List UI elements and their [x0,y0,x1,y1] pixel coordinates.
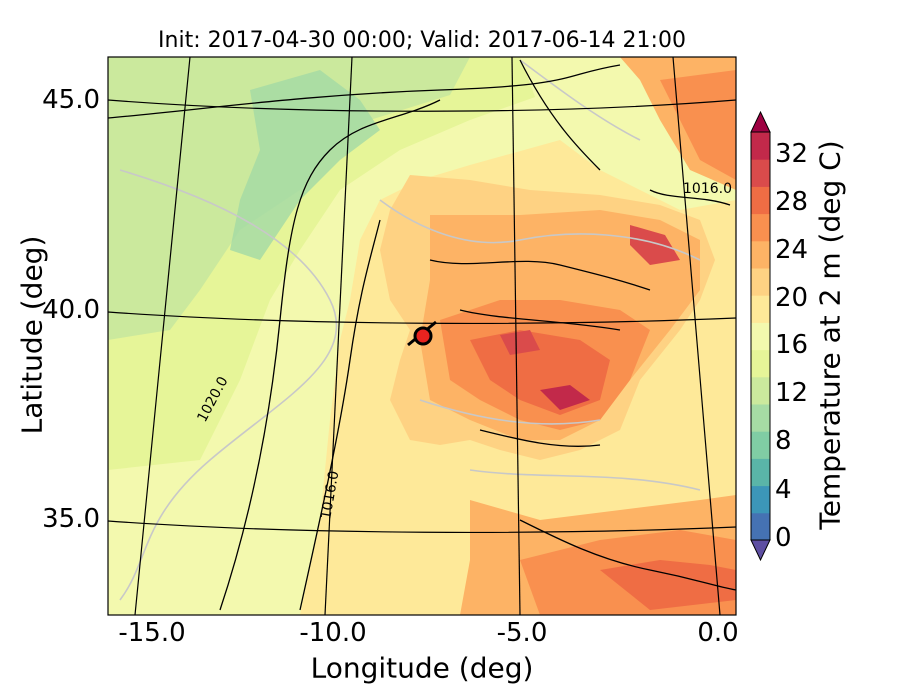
colorbar-frame [750,131,771,541]
colorbar-segment [751,404,770,432]
colorbar-segment [751,349,770,378]
colorbar [750,110,771,562]
lat-tick-45: 45.0 [42,85,100,115]
colorbar-segment [751,240,770,269]
colorbar-tick-28: 28 [775,187,809,217]
colorbar-tick-12: 12 [775,378,809,408]
lon-tick-minus10: -10.0 [299,618,367,648]
graticule [108,57,736,615]
contour-label-1016-east: 1016.0 [683,181,732,197]
france-hot [660,70,736,180]
colorbar-segment [751,376,770,405]
colorbar-tick-8: 8 [775,426,792,456]
lat-tick-35: 35.0 [42,504,100,534]
ocean-band-12 [108,57,470,340]
colorbar-tick-24: 24 [775,235,809,265]
lon-tick-minus5: -5.0 [496,618,548,648]
colorbar-segment [751,132,770,160]
colorbar-segment [751,458,770,487]
isobar-contours [108,59,736,611]
tagus-hot [500,330,540,355]
location-marker [413,326,433,346]
colorbar-segment [751,159,770,187]
colorbar-segment [751,186,770,215]
colorbar-extend-high [750,110,771,133]
colorbar-tick-20: 20 [775,283,809,313]
lon-tick-minus15: -15.0 [118,618,186,648]
colorbar-tick-0: 0 [775,523,792,553]
colorbar-tick-32: 32 [775,139,809,169]
colorbar-segment [751,512,770,541]
lon-tick-0: 0.0 [697,618,739,648]
map-title: Init: 2017-04-30 00:00; Valid: 2017-06-1… [158,28,686,53]
colorbar-segment [751,213,770,242]
map-area [108,57,736,615]
cool-patch [230,70,380,260]
colorbar-segment [751,295,770,323]
colorbar-segment [751,322,770,351]
africa-hot [600,560,736,610]
colorbar-segment [751,431,770,459]
map-frame [107,56,737,616]
isotherm-lines [119,59,701,601]
colorbar-extend-low [750,539,771,562]
iberia-hottest-south [540,385,590,410]
colorbar-segment [751,485,770,514]
colorbar-segment [751,268,770,296]
colorbar-tick-16: 16 [775,330,809,360]
ebro-hot [630,225,680,265]
colorbar-tick-4: 4 [775,475,792,505]
lat-tick-40: 40.0 [42,295,100,325]
x-axis-label: Longitude (deg) [310,651,534,685]
